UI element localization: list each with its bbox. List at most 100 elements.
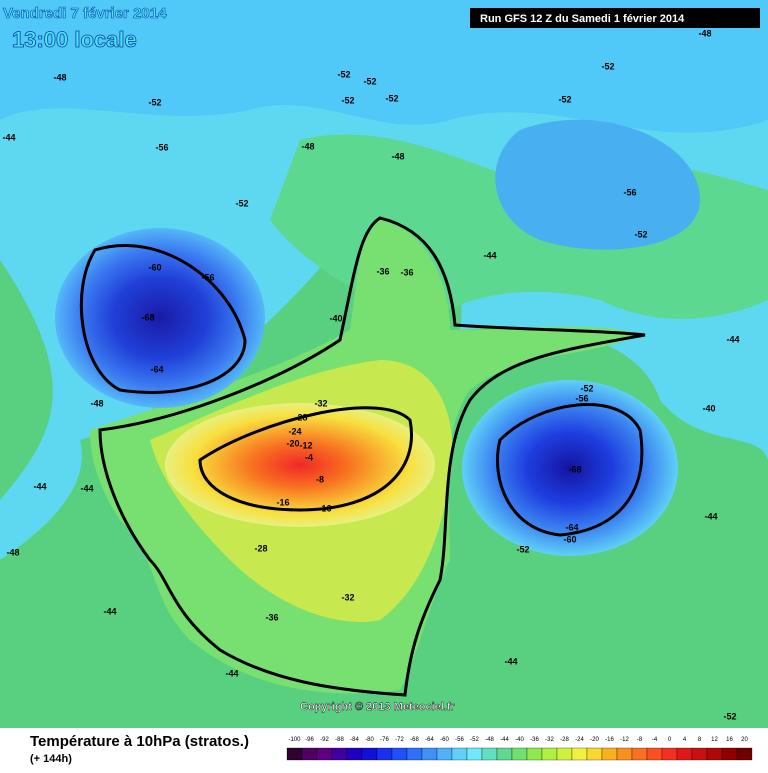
legend-tick-label: -84 [350, 737, 359, 743]
legend-tick-label: -64 [425, 737, 434, 743]
contour-label: -48 [391, 151, 404, 161]
footer-lead: (+ 144h) [30, 753, 72, 765]
legend-tick-label: -56 [455, 737, 464, 743]
legend-swatch [406, 747, 423, 761]
contour-label: -36 [376, 266, 389, 276]
contour-label: -64 [565, 522, 578, 532]
legend-tick-label: 16 [726, 737, 733, 743]
legend-tick-label: -12 [620, 737, 629, 743]
contour [98, 216, 646, 697]
contour-label: -44 [2, 132, 15, 142]
legend-tick-label: -4 [652, 737, 658, 743]
contour-label: -44 [726, 334, 739, 344]
contour-label: -52 [363, 76, 376, 86]
contour-label: -52 [601, 61, 614, 71]
legend-swatch [481, 747, 498, 761]
legend-tick-label: -72 [395, 737, 404, 743]
legend-swatch [721, 747, 738, 761]
legend-tick-label: -88 [335, 737, 344, 743]
contour-label: -60 [148, 262, 161, 272]
legend-tick-label: -68 [410, 737, 419, 743]
contour-label: -40 [329, 313, 342, 323]
contour-label: -44 [33, 481, 46, 491]
map-time: 13:00 locale [12, 27, 137, 52]
contour-labels: -48-52-56-52-60-56-68-64-48-44-44 -44-48-… [2, 28, 739, 721]
legend-swatch [691, 747, 708, 761]
contour-label: -16 [276, 497, 289, 507]
legend-swatch [331, 747, 348, 761]
run-box [470, 8, 760, 28]
contour-label: -48 [301, 141, 314, 151]
legend-swatch [346, 747, 363, 761]
legend-swatch [646, 747, 663, 761]
legend-swatch [676, 747, 693, 761]
legend-tick-label: -16 [605, 737, 614, 743]
legend-swatch [616, 747, 633, 761]
legend-tick-label: -52 [470, 737, 479, 743]
legend-tick-label: -40 [515, 737, 524, 743]
contour-label: -44 [103, 606, 116, 616]
legend-swatch [361, 747, 378, 761]
contour-label: -52 [235, 198, 248, 208]
contour-label: -48 [90, 398, 103, 408]
legend-tick-label: -32 [545, 737, 554, 743]
legend-tick-label: 8 [698, 737, 702, 743]
legend-swatch [496, 747, 513, 761]
legend-tick-label: -28 [560, 737, 569, 743]
contour-label: -52 [634, 229, 647, 239]
contour-label: -20 [286, 438, 299, 448]
legend-tick-label: -36 [530, 737, 539, 743]
legend-tick-label: 20 [741, 737, 748, 743]
contour-label: -36 [400, 267, 413, 277]
contour-label: -68 [141, 312, 154, 322]
map: -48-52-56-52-60-56-68-64-48-44-44 -44-48-… [0, 0, 768, 728]
contour-label: -24 [288, 426, 301, 436]
contour [79, 244, 247, 395]
legend-swatch [541, 747, 558, 761]
legend-swatch [511, 747, 528, 761]
legend-swatch [451, 747, 468, 761]
contour-label: -52 [723, 711, 736, 721]
contour-label: -44 [80, 483, 93, 493]
contour-label: -52 [148, 97, 161, 107]
cold-vortex [55, 228, 265, 408]
color-legend: -100 -96 -92 -88 -84 -80 -76 -72 -68 -64 -60 -56 -52… [286, 737, 753, 761]
legend-tick-label: -20 [590, 737, 599, 743]
legend-swatch [286, 747, 303, 761]
contour-label: -44 [704, 511, 717, 521]
contour-label: -44 [504, 656, 517, 666]
contour-label: -52 [337, 69, 350, 79]
contour-label: -8 [316, 474, 324, 484]
legend-swatch [376, 747, 393, 761]
legend-tick-label: -44 [500, 737, 509, 743]
contour-label: -28 [254, 543, 267, 553]
contour-label: -28 [294, 412, 307, 422]
legend-tick-label: -8 [637, 737, 643, 743]
copyright: Copyright © 2013 Meteociel.fr [300, 701, 456, 713]
contour-label: -60 [563, 534, 576, 544]
contour-label: -16 [318, 503, 331, 513]
legend-swatch [586, 747, 603, 761]
footer-title: Température à 10hPa (stratos.) [30, 733, 249, 750]
contour-label: -32 [341, 592, 354, 602]
contour-label: -56 [201, 272, 214, 282]
contour-label: -44 [483, 250, 496, 260]
legend-swatch [556, 747, 573, 761]
contour [198, 406, 413, 512]
contour-label: -44 [225, 668, 238, 678]
legend-tick-label: -96 [305, 737, 314, 743]
legend-tick-label: -24 [575, 737, 584, 743]
legend-swatch [466, 747, 483, 761]
contour-label: -64 [150, 364, 163, 374]
legend-tick-label: 4 [683, 737, 687, 743]
map-date: Vendredi 7 février 2014 [3, 5, 167, 22]
contour-label: -52 [341, 95, 354, 105]
legend-tick-label: -48 [485, 737, 494, 743]
legend-tick-label: 0 [668, 737, 672, 743]
legend-swatch [601, 747, 618, 761]
legend-tick-label: -60 [440, 737, 449, 743]
legend-tick-label: -100 [288, 737, 301, 743]
contour-label: -48 [53, 72, 66, 82]
legend-swatch [736, 747, 753, 761]
legend-swatch [571, 747, 588, 761]
